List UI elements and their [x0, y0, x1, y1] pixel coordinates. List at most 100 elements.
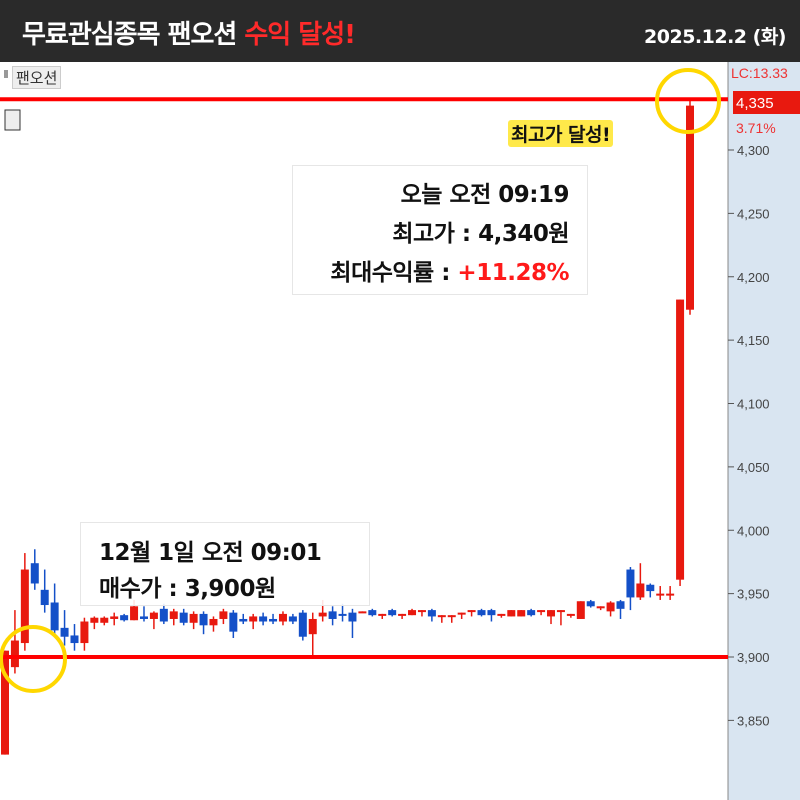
- candle-body: [368, 610, 377, 616]
- title-bar: 무료관심종목 팬오션 수익 달성! 2025.12.2 (화): [0, 0, 800, 62]
- candle-body: [408, 610, 417, 616]
- candle-body: [139, 616, 148, 619]
- candle-body: [437, 615, 446, 618]
- calendar-icon: [4, 109, 21, 131]
- title-highlight: 수익 달성!: [244, 20, 356, 50]
- candle-body: [457, 612, 466, 615]
- candle-body: [90, 617, 99, 623]
- high-reached-badge: 최고가 달성!: [508, 120, 614, 147]
- candle-body: [10, 640, 19, 668]
- candle-body: [646, 584, 655, 592]
- date-label: 2025.12.2 (화): [644, 26, 786, 48]
- max-return: 최대수익률 : +11.28%: [293, 254, 569, 293]
- candle-body: [318, 612, 327, 617]
- candle-body: [497, 613, 506, 616]
- candle-body: [199, 613, 208, 626]
- candle-body: [606, 602, 615, 612]
- candle-body: [1, 650, 9, 755]
- high-circle: [655, 68, 721, 134]
- candle-body: [447, 615, 456, 618]
- candle-body: [219, 611, 228, 619]
- candle-body: [149, 612, 158, 619]
- high-price: 최고가 : 4,340원: [392, 221, 569, 247]
- candle-body: [686, 105, 694, 310]
- candle-body: [527, 610, 536, 616]
- page-title: 무료관심종목 팬오션 수익 달성!: [22, 14, 356, 51]
- y-tick-label: 3,850: [737, 713, 770, 728]
- candle-body: [328, 611, 337, 619]
- y-tick-label: 3,900: [737, 650, 770, 665]
- last-price-label: 4,335: [736, 95, 774, 112]
- candle-body: [110, 616, 119, 619]
- buy-circle: [0, 625, 67, 693]
- candle-body: [269, 618, 278, 622]
- candle-body: [159, 608, 168, 622]
- candle-body: [537, 610, 546, 613]
- max-return-value: +11.28%: [457, 260, 569, 286]
- candle-body: [189, 613, 198, 623]
- candle-body: [398, 613, 407, 616]
- candle-body: [636, 583, 645, 598]
- candle-body: [477, 610, 486, 616]
- candle-body: [278, 613, 287, 622]
- candle-body: [467, 610, 476, 613]
- candle-body: [120, 615, 129, 621]
- candle-body: [20, 569, 29, 644]
- y-tick-label: 4,300: [737, 143, 770, 158]
- candle-body: [676, 299, 685, 580]
- candle-body: [517, 610, 526, 617]
- y-axis-area: [728, 62, 800, 800]
- y-tick-label: 4,000: [737, 523, 770, 538]
- last-price-box: [733, 91, 800, 114]
- candle-body: [358, 611, 367, 614]
- buy-annotation: 12월 1일 오전 09:01 매수가 : 3,900원: [80, 522, 370, 606]
- candle-body: [130, 606, 139, 621]
- candle-body: [70, 635, 79, 644]
- candle-body: [298, 612, 307, 637]
- candle-body: [656, 593, 665, 596]
- y-tick-label: 4,200: [737, 270, 770, 285]
- candle-body: [596, 606, 605, 609]
- y-tick-label: 4,250: [737, 206, 770, 221]
- candle-body: [338, 613, 347, 616]
- candle-body: [288, 616, 297, 622]
- candle-body: [80, 621, 89, 644]
- candle-body: [417, 610, 426, 613]
- candle-body: [487, 610, 496, 616]
- y-tick-label: 3,950: [737, 587, 770, 602]
- candle-body: [239, 618, 248, 622]
- title-text: 무료관심종목 팬오션: [22, 20, 245, 50]
- candle-body: [586, 601, 595, 607]
- y-tick-label: 4,050: [737, 460, 770, 475]
- candle-body: [556, 610, 565, 613]
- candle-body: [576, 601, 585, 619]
- candle-body: [30, 563, 39, 584]
- candle-body: [50, 602, 59, 631]
- candle-body: [348, 612, 357, 622]
- candle-body: [378, 613, 387, 616]
- candle-body: [547, 610, 556, 617]
- candle-body: [249, 616, 258, 622]
- y-tick-label: 4,100: [737, 397, 770, 412]
- candle-body: [388, 610, 397, 616]
- candle-body: [209, 618, 218, 626]
- candle-body: [626, 569, 635, 598]
- high-annotation: 오늘 오전 09:19 최고가 : 4,340원 최대수익률 : +11.28%: [292, 165, 588, 295]
- high-time: 오늘 오전 09:19: [400, 182, 570, 208]
- lc-label: LC:13.33: [731, 65, 788, 81]
- candle-body: [616, 601, 625, 609]
- candle-body: [100, 617, 109, 623]
- candle-body: [308, 618, 317, 635]
- stock-name-tag[interactable]: 팬오션: [12, 66, 62, 89]
- candle-body: [507, 610, 516, 617]
- candle-body: [179, 612, 188, 623]
- buy-time: 12월 1일 오전 09:01: [99, 540, 322, 566]
- candle-body: [666, 593, 675, 596]
- max-return-label: 최대수익률 :: [330, 260, 458, 286]
- candle-body: [566, 613, 575, 616]
- change-label: 3.71%: [736, 120, 776, 136]
- candle-body: [40, 589, 49, 606]
- candle-body: [259, 616, 268, 622]
- candle-body: [427, 610, 436, 617]
- handle-icon: [4, 70, 8, 78]
